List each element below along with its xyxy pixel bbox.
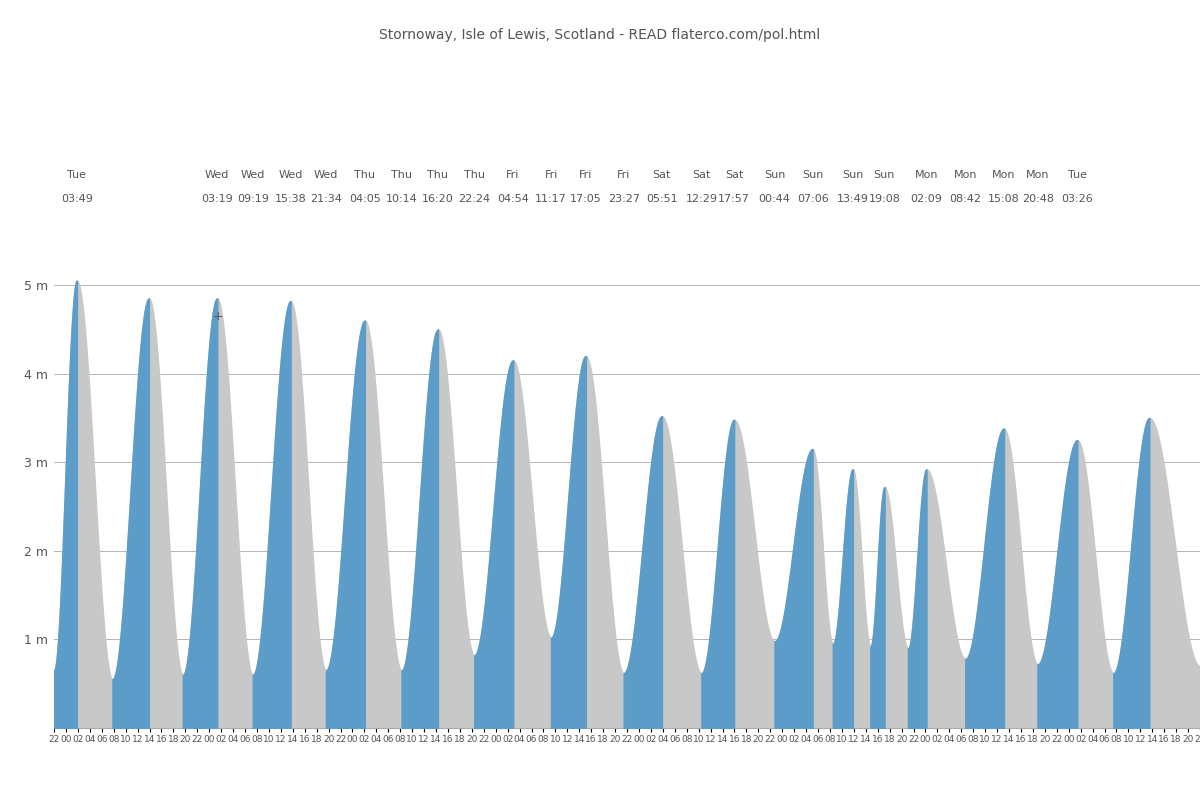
Text: 03:19: 03:19 bbox=[202, 194, 233, 204]
Text: Sun: Sun bbox=[764, 170, 785, 180]
Text: 09:19: 09:19 bbox=[236, 194, 269, 204]
Text: Tue: Tue bbox=[1068, 170, 1087, 180]
Text: Thu: Thu bbox=[391, 170, 412, 180]
Text: Sat: Sat bbox=[725, 170, 743, 180]
Text: 07:06: 07:06 bbox=[797, 194, 828, 204]
Text: 12:29: 12:29 bbox=[685, 194, 718, 204]
Text: Wed: Wed bbox=[205, 170, 229, 180]
Text: 11:17: 11:17 bbox=[535, 194, 566, 204]
Text: 16:20: 16:20 bbox=[422, 194, 454, 204]
Text: Fri: Fri bbox=[617, 170, 630, 180]
Text: Stornoway, Isle of Lewis, Scotland - READ flaterco.com/pol.html: Stornoway, Isle of Lewis, Scotland - REA… bbox=[379, 28, 821, 42]
Text: Sat: Sat bbox=[653, 170, 671, 180]
Text: 23:27: 23:27 bbox=[607, 194, 640, 204]
Text: Sun: Sun bbox=[802, 170, 823, 180]
Text: 04:05: 04:05 bbox=[349, 194, 380, 204]
Text: Mon: Mon bbox=[954, 170, 977, 180]
Text: Wed: Wed bbox=[314, 170, 338, 180]
Text: 03:26: 03:26 bbox=[1061, 194, 1093, 204]
Text: Fri: Fri bbox=[506, 170, 520, 180]
Text: Mon: Mon bbox=[1026, 170, 1050, 180]
Text: +: + bbox=[212, 310, 223, 322]
Text: 10:14: 10:14 bbox=[385, 194, 418, 204]
Text: Wed: Wed bbox=[278, 170, 302, 180]
Text: 22:24: 22:24 bbox=[458, 194, 491, 204]
Text: 17:57: 17:57 bbox=[719, 194, 750, 204]
Text: Thu: Thu bbox=[427, 170, 449, 180]
Text: Wed: Wed bbox=[241, 170, 265, 180]
Text: 03:49: 03:49 bbox=[61, 194, 92, 204]
Text: 08:42: 08:42 bbox=[949, 194, 982, 204]
Text: Mon: Mon bbox=[992, 170, 1015, 180]
Text: Fri: Fri bbox=[545, 170, 558, 180]
Text: 04:54: 04:54 bbox=[497, 194, 529, 204]
Text: 02:09: 02:09 bbox=[911, 194, 942, 204]
Text: 20:48: 20:48 bbox=[1021, 194, 1054, 204]
Text: 05:51: 05:51 bbox=[646, 194, 678, 204]
Text: Fri: Fri bbox=[580, 170, 593, 180]
Text: Mon: Mon bbox=[914, 170, 938, 180]
Text: 19:08: 19:08 bbox=[869, 194, 900, 204]
Text: 00:44: 00:44 bbox=[758, 194, 791, 204]
Text: Tue: Tue bbox=[67, 170, 86, 180]
Text: 15:38: 15:38 bbox=[275, 194, 306, 204]
Text: 15:08: 15:08 bbox=[988, 194, 1020, 204]
Text: Sun: Sun bbox=[842, 170, 864, 180]
Text: 21:34: 21:34 bbox=[310, 194, 342, 204]
Text: Sun: Sun bbox=[874, 170, 895, 180]
Text: Thu: Thu bbox=[463, 170, 485, 180]
Text: Thu: Thu bbox=[354, 170, 376, 180]
Text: Sat: Sat bbox=[692, 170, 710, 180]
Text: 17:05: 17:05 bbox=[570, 194, 601, 204]
Text: 13:49: 13:49 bbox=[836, 194, 869, 204]
